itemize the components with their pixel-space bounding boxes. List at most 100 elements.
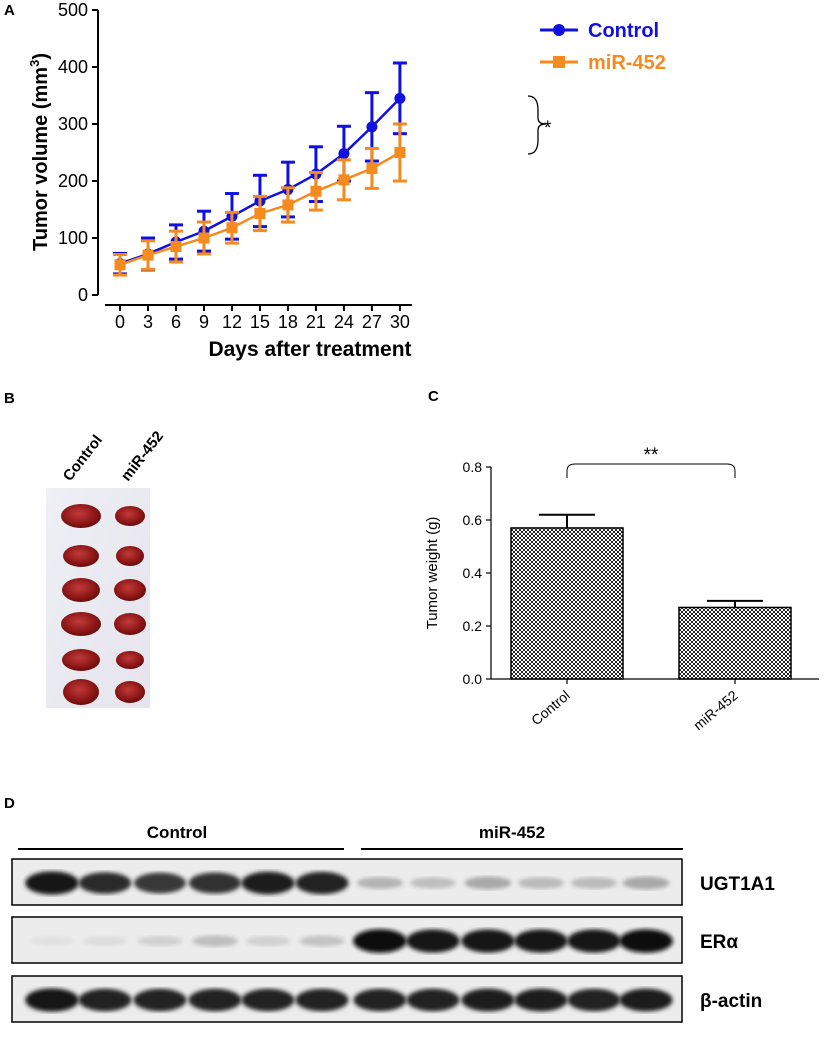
x-tick-label: 6 [171, 312, 181, 332]
tumor-control [61, 504, 101, 528]
y-tick-label: 200 [58, 171, 88, 191]
x-tick-label: 27 [362, 312, 382, 332]
tumor-control [63, 679, 99, 705]
x-tick-label: 15 [250, 312, 270, 332]
blot-band [134, 872, 186, 894]
tumor-control [63, 545, 99, 567]
legend-control-label: Control [588, 20, 659, 42]
blot-band [461, 988, 515, 1012]
blot-band [514, 929, 568, 953]
y-axis-label: Tumor volume (mm3) [27, 53, 52, 251]
blot-band [353, 929, 407, 953]
photo-column-label-mir452: miR-452 [118, 428, 167, 484]
x-tick-label: 0 [115, 312, 125, 332]
y-axis-label-sup: 3 [27, 60, 42, 67]
blot-band [241, 988, 295, 1012]
y-tick-label: 400 [58, 57, 88, 77]
x-axis: 0 3 6 9 12 15 18 21 24 27 30 [105, 304, 412, 332]
data-point [254, 207, 266, 219]
data-point [142, 249, 154, 261]
blot-band [25, 871, 79, 895]
blot-row-label: β-actin [700, 991, 762, 1012]
data-point [198, 232, 210, 244]
legend-control-marker [553, 24, 565, 36]
panel-label-c: C [428, 388, 439, 405]
tumor-photograph: Control miR-452 [46, 428, 167, 708]
tumor-mir452 [114, 579, 146, 601]
blot-row-label: UGT1A1 [700, 874, 775, 895]
y-tick-label: 500 [58, 0, 88, 20]
bars-group: Control miR-452 [510, 513, 792, 733]
y-axis: 0 100 200 300 400 500 [58, 0, 99, 305]
y-tick-label: 0.6 [463, 512, 483, 528]
x-tick-label: 12 [222, 312, 242, 332]
tumor-control [62, 578, 100, 602]
blot-band [192, 935, 238, 947]
significance-marker: ** [644, 445, 659, 466]
data-point [170, 241, 182, 253]
blot-band [461, 929, 515, 953]
y-tick-label: 0 [78, 285, 88, 305]
blot-row-label: ERα [700, 932, 738, 953]
bar-mir452 [678, 606, 792, 680]
blot-band [82, 936, 128, 946]
western-blot: Control miR-452 UGT1A1 ERα β-actin [11, 823, 775, 1023]
blot-band [514, 988, 568, 1012]
x-tick-label: 24 [334, 312, 354, 332]
tumor-mir452 [116, 546, 144, 566]
tumor-mir452 [115, 681, 145, 703]
x-tick-label: 3 [143, 312, 153, 332]
blot-band [133, 988, 187, 1012]
blot-band [245, 936, 291, 946]
blot-band [299, 935, 345, 947]
blot-band [406, 929, 460, 953]
blot-band [188, 988, 242, 1012]
blot-band [353, 988, 407, 1012]
data-point [366, 121, 378, 133]
blot-band [241, 871, 295, 895]
x-tick-label: 18 [278, 312, 298, 332]
x-tick-label: miR-452 [690, 687, 741, 733]
y-tick-label: 0.8 [463, 459, 483, 475]
panel-label-b: B [4, 390, 15, 407]
data-point [338, 148, 350, 160]
blot-band [410, 877, 456, 889]
data-point [366, 162, 378, 174]
data-point [394, 147, 406, 158]
data-point [394, 92, 406, 104]
blot-band [406, 988, 460, 1012]
photo-column-label-control: Control [60, 432, 106, 484]
x-tick-label: 9 [199, 312, 209, 332]
blot-band [567, 929, 621, 953]
data-point [338, 174, 350, 186]
x-tick-label: 21 [306, 312, 326, 332]
blot-band [78, 872, 132, 894]
y-axis-label-end: ) [30, 53, 52, 60]
blot-group-label-control: Control [147, 823, 207, 842]
tumor-mir452 [116, 651, 144, 669]
y-tick-label: 0.2 [463, 618, 483, 634]
x-tick-label: Control [528, 687, 573, 728]
panel-label-a: A [4, 2, 15, 19]
y-tick-label: 300 [58, 114, 88, 134]
blot-band [517, 877, 565, 889]
significance-bracket [566, 463, 736, 478]
x-tick-label: 30 [390, 312, 410, 332]
y-tick-label: 0.4 [463, 565, 483, 581]
data-point [282, 199, 294, 211]
blot-band [295, 988, 349, 1012]
blot-band [295, 871, 349, 895]
significance-bracket [527, 95, 547, 155]
blot-rows: UGT1A1 ERα β-actin [11, 858, 775, 1023]
blot-band [619, 929, 673, 953]
blot-band [29, 936, 75, 946]
blot-band [188, 872, 242, 894]
bar-control [510, 527, 624, 680]
blot-band [619, 988, 673, 1012]
blot-band [464, 876, 512, 890]
y-tick-label: 100 [58, 228, 88, 248]
blot-band [356, 877, 404, 889]
tumor-control [62, 649, 100, 671]
tumor-weight-bar-chart: 0.0 0.2 0.4 0.6 0.8 Control miR-452 Tumor wei… [424, 445, 819, 733]
